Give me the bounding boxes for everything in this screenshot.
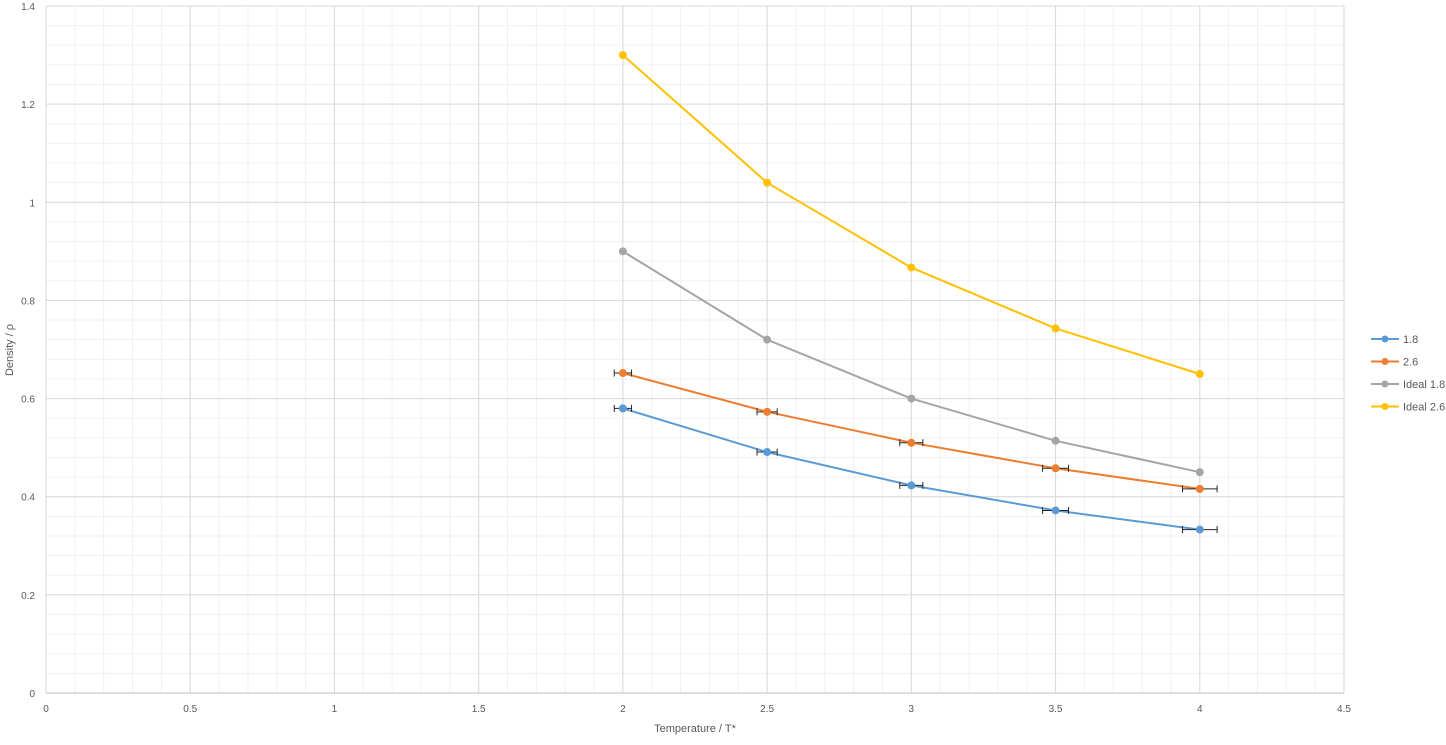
x-tick-label: 3 bbox=[909, 704, 915, 715]
series-1.8 bbox=[613, 404, 1218, 534]
data-point bbox=[763, 407, 772, 416]
data-point bbox=[618, 247, 627, 256]
x-axis-tick-labels: 0 0.5 1 1.5 2 2.5 3 3.5 4 4.5 bbox=[43, 704, 1351, 715]
data-point bbox=[1195, 370, 1204, 379]
series-ideal-1.8 bbox=[618, 247, 1204, 477]
data-point bbox=[763, 178, 772, 187]
y-tick-label: 1.2 bbox=[21, 100, 35, 111]
legend-label: 1.8 bbox=[1403, 334, 1418, 346]
legend-marker bbox=[1381, 335, 1389, 343]
data-point bbox=[618, 369, 627, 378]
legend-marker bbox=[1381, 403, 1389, 410]
x-tick-label: 0.5 bbox=[183, 704, 197, 715]
x-tick-label: 4.5 bbox=[1337, 704, 1351, 715]
y-tick-label: 1 bbox=[29, 198, 35, 209]
major-gridlines bbox=[45, 5, 1345, 694]
data-point bbox=[1051, 324, 1060, 333]
y-axis-tick-labels: 0 0.2 0.4 0.6 0.8 1 1.2 1.4 bbox=[21, 2, 35, 700]
legend-entry: 1.8 bbox=[1371, 334, 1418, 346]
x-tick-label: 4 bbox=[1197, 704, 1203, 715]
legend-entry: 2.6 bbox=[1371, 357, 1418, 369]
legend-label: Ideal 1.8 bbox=[1403, 379, 1445, 391]
data-point bbox=[618, 51, 627, 60]
x-axis-title: Temperature / T* bbox=[654, 723, 736, 735]
y-tick-label: 0 bbox=[29, 689, 35, 700]
legend-entry: Ideal 2.6 bbox=[1371, 402, 1445, 414]
y-axis-title: Density / ρ bbox=[4, 324, 16, 376]
series-2.6 bbox=[613, 369, 1218, 493]
x-tick-label: 0 bbox=[43, 704, 49, 715]
y-tick-label: 0.8 bbox=[21, 296, 35, 307]
legend-entry: Ideal 1.8 bbox=[1371, 379, 1445, 391]
data-point bbox=[907, 263, 916, 272]
y-tick-label: 0.2 bbox=[21, 591, 35, 602]
data-point bbox=[1195, 525, 1204, 534]
data-point bbox=[1195, 468, 1204, 477]
legend: 1.8 2.6 Ideal 1.8 Ideal 2.6 bbox=[1371, 334, 1445, 414]
data-point bbox=[763, 448, 772, 457]
y-tick-label: 1.4 bbox=[21, 2, 35, 13]
y-tick-label: 0.4 bbox=[21, 493, 35, 504]
data-point bbox=[1051, 506, 1060, 515]
data-point bbox=[1051, 464, 1060, 473]
data-point bbox=[618, 404, 627, 413]
x-tick-label: 2.5 bbox=[760, 704, 774, 715]
legend-marker bbox=[1381, 380, 1389, 388]
data-point bbox=[907, 481, 916, 490]
data-point bbox=[1051, 436, 1060, 445]
x-tick-label: 3.5 bbox=[1049, 704, 1063, 715]
data-point bbox=[763, 335, 772, 344]
data-point bbox=[1195, 484, 1204, 493]
x-tick-label: 1.5 bbox=[472, 704, 486, 715]
legend-label: Ideal 2.6 bbox=[1403, 402, 1445, 414]
legend-label: 2.6 bbox=[1403, 357, 1418, 369]
x-tick-label: 2 bbox=[620, 704, 626, 715]
series-ideal-2.6 bbox=[618, 51, 1204, 379]
axes bbox=[45, 6, 1344, 694]
data-point bbox=[907, 438, 916, 447]
x-tick-label: 1 bbox=[332, 704, 338, 715]
data-point bbox=[907, 394, 916, 403]
minor-gridlines bbox=[46, 6, 1344, 693]
y-tick-label: 0.6 bbox=[21, 395, 35, 406]
series-layer bbox=[613, 51, 1218, 534]
legend-marker bbox=[1381, 358, 1389, 365]
